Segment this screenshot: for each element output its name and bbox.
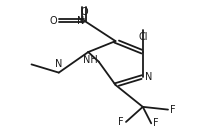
Text: F: F	[153, 118, 159, 128]
Text: N: N	[77, 16, 84, 25]
Text: F: F	[118, 117, 124, 127]
Text: NH: NH	[83, 55, 98, 65]
Text: N: N	[145, 72, 153, 82]
Text: N: N	[55, 59, 63, 69]
Text: O: O	[80, 7, 88, 17]
Text: Cl: Cl	[138, 32, 148, 42]
Text: F: F	[170, 105, 176, 115]
Text: O: O	[49, 16, 57, 25]
